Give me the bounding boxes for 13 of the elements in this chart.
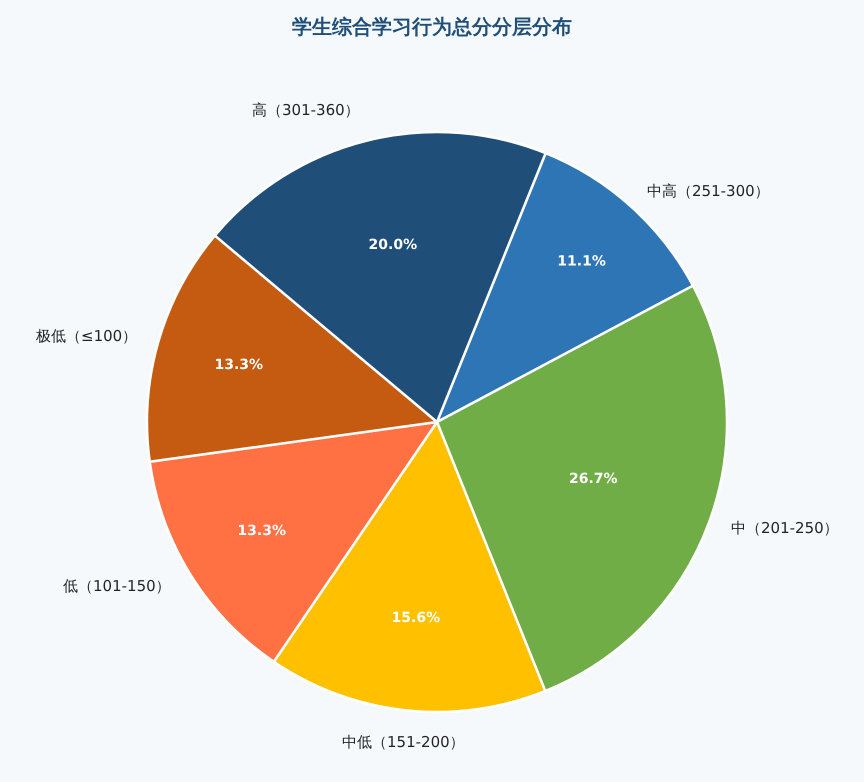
slice-label: 中高（251-300） bbox=[647, 182, 770, 200]
chart-title: 学生综合学习行为总分分层分布 bbox=[292, 14, 572, 39]
data-label: 13.3% bbox=[214, 356, 264, 373]
data-label: 13.3% bbox=[237, 522, 286, 539]
data-label: 26.7% bbox=[568, 470, 618, 487]
slice-label: 中低（151-200） bbox=[342, 733, 465, 751]
slice-label: 极低（≤100） bbox=[35, 327, 138, 345]
slice-label: 中（201-250） bbox=[731, 519, 839, 537]
slice-label: 低（101-150） bbox=[63, 577, 171, 595]
data-label: 15.6% bbox=[392, 610, 440, 626]
slice-label: 高（301-360） bbox=[252, 101, 360, 119]
data-label: 20.0% bbox=[368, 236, 418, 253]
data-label: 11.1% bbox=[557, 253, 606, 270]
